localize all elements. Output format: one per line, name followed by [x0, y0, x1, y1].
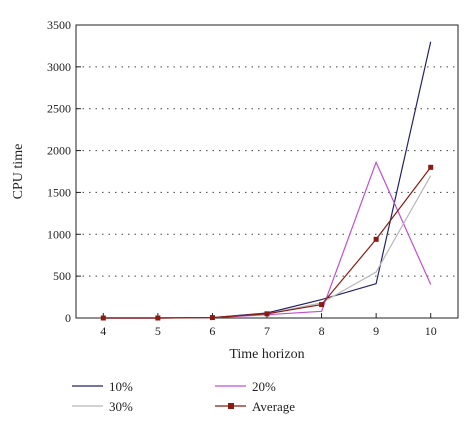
- data-point-average: [209, 315, 215, 321]
- x-tick-label: 10: [425, 324, 437, 338]
- x-tick-label: 5: [155, 324, 161, 338]
- x-tick-label: 4: [100, 324, 106, 338]
- y-tick-label: 2000: [47, 144, 71, 158]
- x-tick-label: 8: [319, 324, 325, 338]
- y-tick-label: 2500: [47, 102, 71, 116]
- legend-label-average: Average: [252, 399, 295, 414]
- x-tick-label: 9: [373, 324, 379, 338]
- legend-marker-average: [228, 403, 234, 409]
- y-tick-label: 500: [53, 269, 71, 283]
- y-tick-label: 3000: [47, 60, 71, 74]
- series-line-30: [103, 175, 432, 319]
- data-point-average: [319, 302, 325, 308]
- data-point-average: [373, 236, 379, 242]
- x-tick-label: 6: [209, 324, 215, 338]
- y-axis-ticks: 0 500 1000 1500 2000 2500 3000 3500: [47, 18, 81, 325]
- data-point-average: [264, 311, 270, 317]
- plot-frame: [75, 24, 459, 319]
- legend: 10% 20% 30% Average: [72, 379, 295, 414]
- data-point-average: [428, 164, 434, 170]
- x-axis-label: Time horizon: [229, 347, 304, 362]
- x-tick-label: 7: [264, 324, 270, 338]
- data-point-average: [100, 315, 106, 321]
- data-point-average: [155, 315, 161, 321]
- y-tick-label: 1500: [47, 185, 71, 199]
- x-axis-ticks: 4 5 6 7 8 9 10: [100, 313, 437, 338]
- grid-lines: [76, 66, 458, 277]
- series-line-average: [103, 166, 432, 319]
- series-layer: [100, 41, 434, 321]
- y-tick-label: 0: [65, 311, 71, 325]
- y-tick-label: 1000: [47, 227, 71, 241]
- y-tick-label: 3500: [47, 18, 71, 32]
- legend-label-20: 20%: [252, 379, 276, 394]
- series-line-20: [103, 160, 432, 319]
- legend-label-10: 10%: [109, 379, 133, 394]
- y-axis-label: CPU time: [11, 144, 26, 200]
- legend-label-30: 30%: [109, 399, 133, 414]
